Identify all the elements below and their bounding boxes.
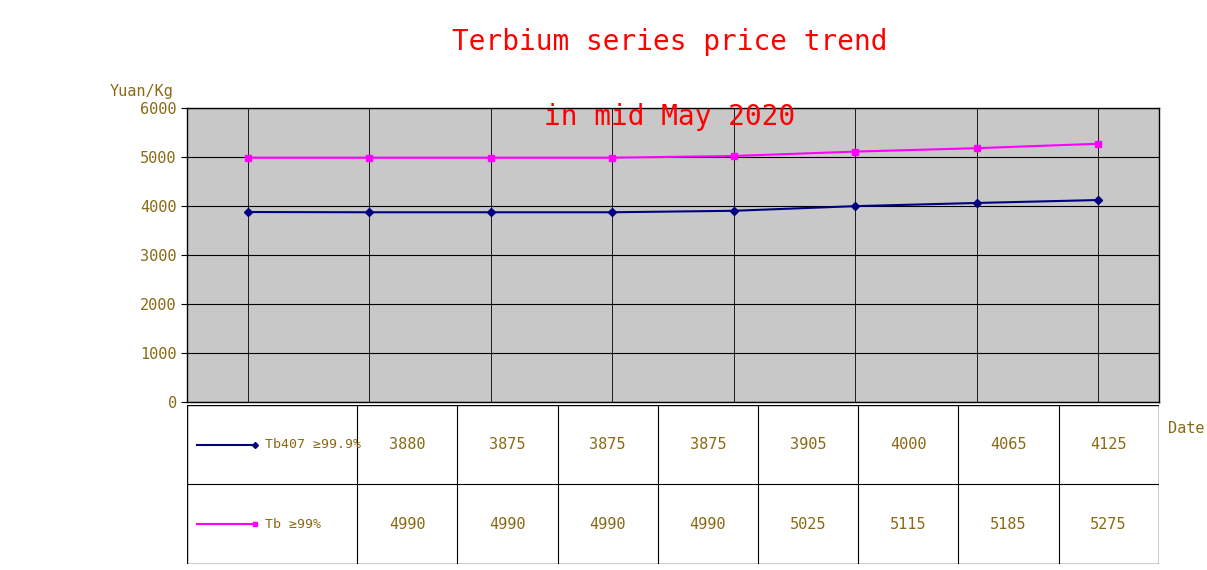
Tb ≥99% xyxy=(605,154,619,161)
Tb407 ≥99.9% xyxy=(969,200,984,206)
Tb ≥99% xyxy=(240,154,255,161)
Text: Tb ≥99%: Tb ≥99% xyxy=(264,518,321,531)
Text: 4065: 4065 xyxy=(990,437,1027,452)
Text: 4125: 4125 xyxy=(1090,437,1127,452)
Tb407 ≥99.9% xyxy=(727,207,741,214)
Text: 5275: 5275 xyxy=(1090,517,1127,532)
Tb ≥99% xyxy=(484,154,498,161)
Line: Tb ≥99%: Tb ≥99% xyxy=(245,141,1101,161)
Text: 5115: 5115 xyxy=(890,517,927,532)
Text: 4990: 4990 xyxy=(589,517,626,532)
Tb ≥99% xyxy=(727,153,741,160)
Text: Terbium series price trend: Terbium series price trend xyxy=(453,28,887,56)
Text: 3905: 3905 xyxy=(789,437,827,452)
Text: 3875: 3875 xyxy=(689,437,727,452)
Text: 4990: 4990 xyxy=(489,517,526,532)
Text: 4990: 4990 xyxy=(389,517,426,532)
Tb407 ≥99.9% xyxy=(484,209,498,215)
Tb ≥99% xyxy=(362,154,377,161)
Text: 5025: 5025 xyxy=(789,517,827,532)
Tb ≥99% xyxy=(847,148,862,155)
Text: 4990: 4990 xyxy=(689,517,727,532)
Text: Date: Date xyxy=(1168,421,1205,436)
Text: 5185: 5185 xyxy=(990,517,1027,532)
Tb ≥99% xyxy=(1091,140,1106,147)
Tb407 ≥99.9% xyxy=(1091,197,1106,203)
Tb407 ≥99.9% xyxy=(605,209,619,215)
Text: 3875: 3875 xyxy=(489,437,526,452)
Tb407 ≥99.9% xyxy=(847,203,862,210)
Text: Yuan/Kg: Yuan/Kg xyxy=(110,84,174,100)
Tb407 ≥99.9% xyxy=(240,209,255,215)
Text: 3880: 3880 xyxy=(389,437,426,452)
Text: Tb407 ≥99.9%: Tb407 ≥99.9% xyxy=(264,438,361,451)
Line: Tb407 ≥99.9%: Tb407 ≥99.9% xyxy=(245,197,1101,215)
Text: in mid May 2020: in mid May 2020 xyxy=(544,103,795,131)
Tb ≥99% xyxy=(969,145,984,152)
Tb407 ≥99.9% xyxy=(362,209,377,215)
Text: 3875: 3875 xyxy=(589,437,626,452)
Text: 4000: 4000 xyxy=(890,437,927,452)
